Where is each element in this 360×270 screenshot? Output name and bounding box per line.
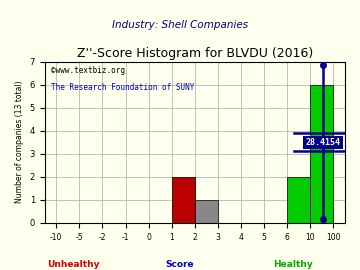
- Title: Z''-Score Histogram for BLVDU (2016): Z''-Score Histogram for BLVDU (2016): [77, 48, 313, 60]
- Y-axis label: Number of companies (13 total): Number of companies (13 total): [15, 81, 24, 204]
- Text: Industry: Shell Companies: Industry: Shell Companies: [112, 20, 248, 30]
- Text: The Research Foundation of SUNY: The Research Foundation of SUNY: [51, 83, 194, 92]
- Text: Unhealthy: Unhealthy: [47, 260, 99, 269]
- Text: Healthy: Healthy: [274, 260, 313, 269]
- Bar: [195, 200, 218, 223]
- Text: ©www.textbiz.org: ©www.textbiz.org: [51, 66, 125, 75]
- Bar: [310, 85, 333, 223]
- Text: Score: Score: [166, 260, 194, 269]
- Bar: [287, 177, 310, 223]
- Text: 28.4154: 28.4154: [306, 138, 341, 147]
- Bar: [172, 177, 195, 223]
